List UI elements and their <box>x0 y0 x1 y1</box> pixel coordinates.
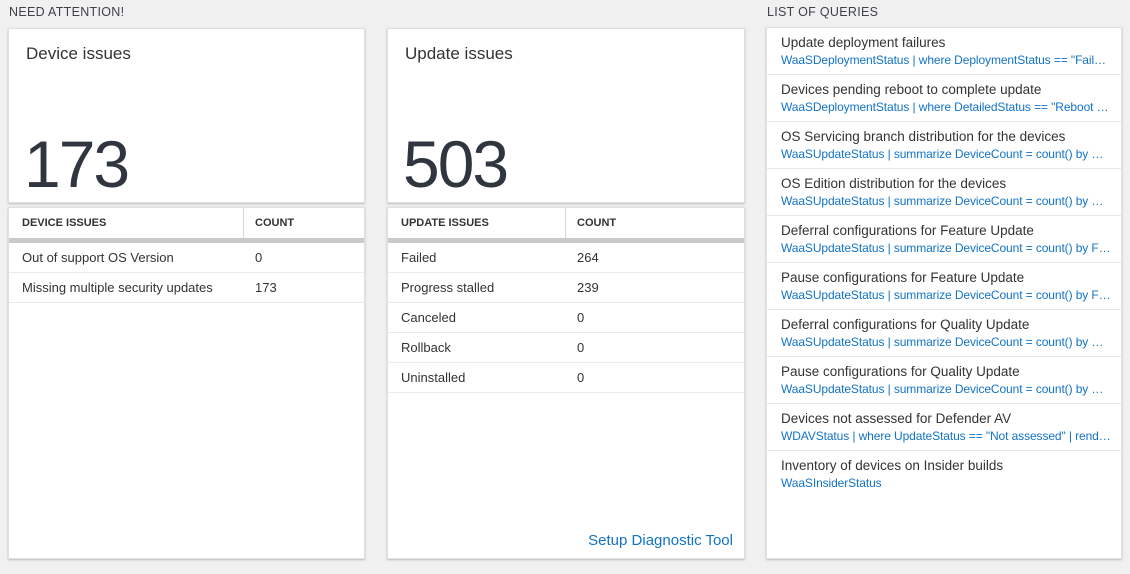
row-label: Progress stalled <box>401 280 495 295</box>
query-item[interactable]: Pause configurations for Feature Update … <box>767 263 1121 310</box>
table-header-divider <box>9 238 364 243</box>
update-issues-col-header: UPDATE ISSUES <box>388 208 566 238</box>
update-issues-title: Update issues <box>405 44 513 63</box>
row-label: Uninstalled <box>401 370 466 385</box>
query-text: WaaSUpdateStatus | summarize DeviceCount… <box>781 194 1111 208</box>
query-item[interactable]: Pause configurations for Quality Update … <box>767 357 1121 404</box>
row-count: 0 <box>577 370 585 385</box>
device-issues-tile[interactable]: Device issues 173 <box>8 28 365 203</box>
query-title: Devices not assessed for Defender AV <box>781 411 1012 426</box>
need-attention-header: NEED ATTENTION! <box>9 5 125 19</box>
query-title: Update deployment failures <box>781 35 946 50</box>
table-row[interactable]: Uninstalled 0 <box>388 363 744 393</box>
update-issues-count: 503 <box>403 127 509 201</box>
queries-list: Update deployment failures WaaSDeploymen… <box>766 27 1122 559</box>
query-text: WaaSUpdateStatus | summarize DeviceCount… <box>781 147 1111 161</box>
table-row[interactable]: Missing multiple security updates 173 <box>9 273 364 303</box>
row-count: 0 <box>577 310 585 325</box>
query-title: OS Servicing branch distribution for the… <box>781 129 1066 144</box>
query-item[interactable]: OS Servicing branch distribution for the… <box>767 122 1121 169</box>
row-label: Failed <box>401 250 437 265</box>
row-count: 173 <box>255 280 277 295</box>
row-count: 239 <box>577 280 599 295</box>
device-issues-title: Device issues <box>26 44 131 63</box>
device-issues-table: DEVICE ISSUES COUNT Out of support OS Ve… <box>8 207 365 559</box>
device-issues-col-header: DEVICE ISSUES <box>9 208 244 238</box>
query-title: Pause configurations for Quality Update <box>781 364 1020 379</box>
query-title: Pause configurations for Feature Update <box>781 270 1025 285</box>
query-item[interactable]: Inventory of devices on Insider builds W… <box>767 451 1121 497</box>
query-text: WaaSUpdateStatus | summarize DeviceCount… <box>781 241 1111 255</box>
row-count: 0 <box>577 340 585 355</box>
query-text: WaaSUpdateStatus | summarize DeviceCount… <box>781 382 1111 396</box>
query-item[interactable]: OS Edition distribution for the devices … <box>767 169 1121 216</box>
query-text: WaaSDeploymentStatus | where DetailedSta… <box>781 100 1111 114</box>
query-item[interactable]: Deferral configurations for Feature Upda… <box>767 216 1121 263</box>
query-item[interactable]: Update deployment failures WaaSDeploymen… <box>767 28 1121 75</box>
list-of-queries-header: LIST OF QUERIES <box>767 5 879 19</box>
table-header-divider <box>388 238 744 243</box>
query-text: WaaSDeploymentStatus | where DeploymentS… <box>781 53 1111 67</box>
query-text: WDAVStatus | where UpdateStatus == "Not … <box>781 429 1111 443</box>
count-col-header: COUNT <box>255 217 295 229</box>
table-row[interactable]: Progress stalled 239 <box>388 273 744 303</box>
query-item[interactable]: Deferral configurations for Quality Upda… <box>767 310 1121 357</box>
device-issues-table-header: DEVICE ISSUES COUNT <box>9 208 364 238</box>
query-title: Deferral configurations for Quality Upda… <box>781 317 1030 332</box>
row-label: Canceled <box>401 310 456 325</box>
table-row[interactable]: Out of support OS Version 0 <box>9 243 364 273</box>
row-count: 264 <box>577 250 599 265</box>
table-row[interactable]: Failed 264 <box>388 243 744 273</box>
table-row[interactable]: Rollback 0 <box>388 333 744 363</box>
query-item[interactable]: Devices not assessed for Defender AV WDA… <box>767 404 1121 451</box>
query-text: WaaSInsiderStatus <box>781 476 882 490</box>
query-title: Devices pending reboot to complete updat… <box>781 82 1042 97</box>
count-col-header: COUNT <box>577 217 617 229</box>
query-item[interactable]: Devices pending reboot to complete updat… <box>767 75 1121 122</box>
setup-diagnostic-tool-link[interactable]: Setup Diagnostic Tool <box>588 532 733 549</box>
row-count: 0 <box>255 250 263 265</box>
table-row[interactable]: Canceled 0 <box>388 303 744 333</box>
row-label: Missing multiple security updates <box>22 280 213 295</box>
query-text: WaaSUpdateStatus | summarize DeviceCount… <box>781 288 1111 302</box>
device-issues-count: 173 <box>24 127 130 201</box>
query-text: WaaSUpdateStatus | summarize DeviceCount… <box>781 335 1111 349</box>
query-title: OS Edition distribution for the devices <box>781 176 1007 191</box>
update-issues-table: UPDATE ISSUES COUNT Failed 264 Progress … <box>387 207 745 559</box>
update-issues-table-header: UPDATE ISSUES COUNT <box>388 208 744 238</box>
update-issues-tile[interactable]: Update issues 503 <box>387 28 745 203</box>
row-label: Out of support OS Version <box>22 250 174 265</box>
query-title: Deferral configurations for Feature Upda… <box>781 223 1034 238</box>
query-title: Inventory of devices on Insider builds <box>781 458 1004 473</box>
row-label: Rollback <box>401 340 451 355</box>
